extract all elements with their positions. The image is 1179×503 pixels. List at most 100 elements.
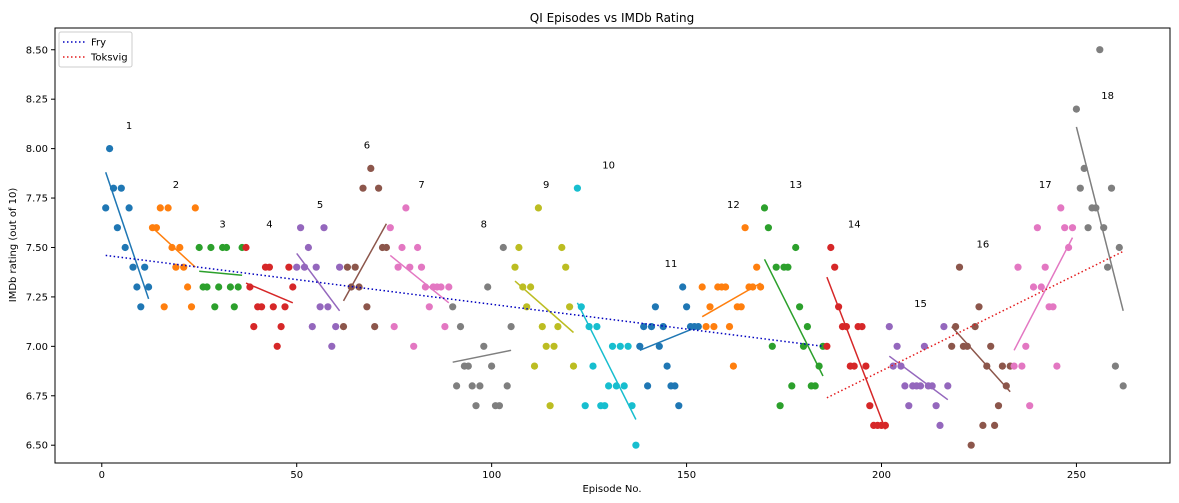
data-point xyxy=(281,303,289,311)
data-point xyxy=(601,402,609,410)
data-point xyxy=(1029,283,1038,291)
data-point xyxy=(336,263,344,271)
data-point xyxy=(289,283,297,291)
season-label: 8 xyxy=(481,220,487,231)
season-fit-line xyxy=(342,223,388,302)
data-point xyxy=(811,382,819,390)
data-point xyxy=(1084,224,1092,232)
data-point xyxy=(160,303,168,311)
season-fit-line xyxy=(826,276,887,430)
data-point xyxy=(792,243,800,252)
data-point xyxy=(1014,263,1022,271)
y-tick-label: 8.25 xyxy=(26,95,48,106)
x-tick-label: 150 xyxy=(677,470,696,481)
data-point xyxy=(398,243,406,252)
data-point xyxy=(644,382,652,390)
series-9: 9 xyxy=(511,180,578,410)
season-fit-line xyxy=(1075,126,1124,311)
y-tick-label: 8.50 xyxy=(26,45,48,56)
data-point xyxy=(176,243,184,252)
data-point xyxy=(113,224,121,232)
data-point xyxy=(550,342,558,350)
data-point xyxy=(445,283,453,291)
data-point xyxy=(230,303,238,311)
data-point xyxy=(1061,224,1069,232)
data-point xyxy=(593,323,601,331)
x-tick-label: 200 xyxy=(872,470,891,481)
data-point xyxy=(499,243,507,252)
data-point xyxy=(1053,362,1061,370)
data-point xyxy=(616,342,624,350)
data-point xyxy=(624,342,632,350)
series-15: 15 xyxy=(885,299,952,429)
data-point xyxy=(367,164,375,172)
data-point xyxy=(488,362,496,370)
data-point xyxy=(312,263,320,271)
season-label: 10 xyxy=(602,160,615,171)
data-point xyxy=(698,283,706,291)
data-point xyxy=(994,402,1003,410)
season-fit-line xyxy=(104,172,150,300)
data-point xyxy=(632,441,640,449)
season-label: 3 xyxy=(219,220,225,231)
data-point xyxy=(679,283,687,291)
data-point xyxy=(410,342,418,350)
data-point xyxy=(683,303,691,311)
data-point xyxy=(1033,224,1041,232)
data-point xyxy=(1115,243,1123,252)
season-fit-line xyxy=(245,282,294,304)
data-point xyxy=(480,342,488,350)
season-fit-line xyxy=(199,270,243,276)
data-point xyxy=(694,323,702,331)
data-point xyxy=(468,382,476,390)
season-label: 1 xyxy=(126,121,132,132)
legend-box xyxy=(58,31,133,68)
series-8: 8 xyxy=(449,220,515,410)
season-fit-line xyxy=(514,280,574,334)
data-point xyxy=(866,402,874,410)
data-point xyxy=(184,283,192,291)
data-point xyxy=(515,243,523,252)
data-point xyxy=(784,263,792,271)
data-point xyxy=(991,421,999,429)
data-point xyxy=(827,243,835,252)
data-point xyxy=(375,184,383,192)
data-point xyxy=(1072,105,1080,113)
data-point xyxy=(1037,283,1045,291)
data-point xyxy=(1026,402,1034,410)
data-point xyxy=(277,323,285,331)
season-label: 5 xyxy=(317,200,323,211)
season-fit-line xyxy=(951,326,1011,393)
data-point xyxy=(1057,204,1065,212)
data-point xyxy=(971,323,979,331)
data-point xyxy=(741,224,749,232)
season-fit-line xyxy=(763,258,824,377)
data-point xyxy=(382,243,390,252)
data-point xyxy=(823,342,831,350)
data-point xyxy=(125,204,133,212)
x-axis: 0 50 100 150 200 250 xyxy=(99,463,1086,481)
legend: Fry Toksvig xyxy=(58,31,133,68)
data-point xyxy=(569,362,578,370)
season-fit-line xyxy=(701,282,761,318)
data-point xyxy=(729,362,738,370)
data-point xyxy=(1096,46,1104,54)
x-tick-label: 50 xyxy=(290,470,303,481)
data-point xyxy=(760,204,769,212)
data-point xyxy=(215,283,223,291)
data-point xyxy=(605,382,613,390)
data-point xyxy=(258,303,266,311)
data-point xyxy=(998,362,1007,370)
data-point xyxy=(722,283,730,291)
plot-frame xyxy=(54,27,1171,464)
data-point xyxy=(332,323,340,331)
data-point xyxy=(651,303,660,311)
season-label: 12 xyxy=(727,200,740,211)
data-point xyxy=(768,342,776,350)
season-fit-line xyxy=(888,355,949,401)
season-label: 7 xyxy=(418,180,424,191)
y-axis: 6.50 6.75 7.00 7.25 7.50 7.75 8.00 8.25 8.50 xyxy=(26,45,55,452)
season-label: 16 xyxy=(977,240,990,251)
